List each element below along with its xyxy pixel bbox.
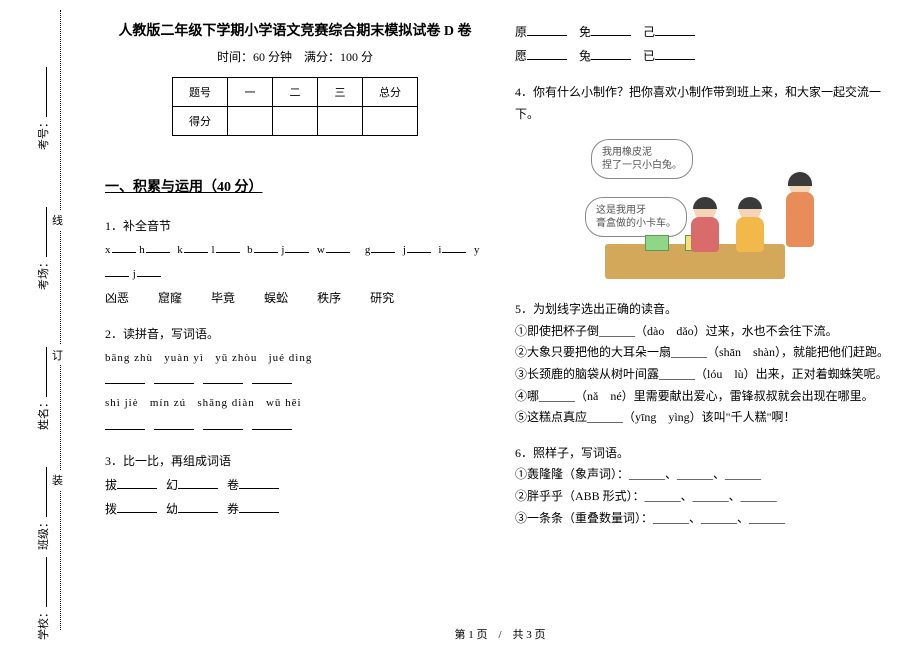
gutter-room: 考场： <box>35 207 51 290</box>
q3-row2: 拨 幼 券 <box>105 497 485 521</box>
exam-title: 人教版二年级下学期小学语文竞赛综合期末模拟试卷 D 卷 <box>105 20 485 40</box>
gutter-class: 班级： <box>35 467 51 550</box>
gutter-char-zhuang: 装 <box>52 470 63 490</box>
table-row: 题号 一 二 三 总分 <box>173 78 418 107</box>
left-column: 人教版二年级下学期小学语文竞赛综合期末模拟试卷 D 卷 时间：60 分钟 满分：… <box>90 0 500 650</box>
q1-pinyin: x h k l b j w g j i y j <box>105 238 485 286</box>
q5-label: 5．为划线字选出正确的读音。 <box>515 299 895 321</box>
gutter-char-xian: 线 <box>52 210 63 230</box>
q3-row1: 拔 幻 卷 <box>105 473 485 497</box>
q2-row1: bāng zhù yuàn yì yǔ zhòu jué dìng <box>105 346 485 370</box>
th-3: 三 <box>318 78 363 107</box>
q1-words: 凶恶 窟窿 毕竟 蜈蚣 秩序 研究 <box>105 286 485 310</box>
score-table: 题号 一 二 三 总分 得分 <box>172 77 418 136</box>
question-1: 1．补全音节 x h k l b j w g j i y j 凶恶 窟窿 毕竟 <box>105 216 485 310</box>
q1-label: 1．补全音节 <box>105 216 485 238</box>
th-label: 题号 <box>173 78 228 107</box>
binding-gutter: 考号： 线 考场： 订 姓名： 装 班级： 学校： <box>0 0 80 650</box>
gutter-exam-no: 考号： <box>35 67 51 150</box>
question-5: 5．为划线字选出正确的读音。 ①即使把杯子倒______（dào dǎo）过来，… <box>515 299 895 429</box>
row-label: 得分 <box>173 107 228 136</box>
q2-blanks2 <box>105 416 485 438</box>
q6-item-1: ①轰隆隆（象声词）：______、______、______ <box>515 464 895 486</box>
dotted-line <box>60 10 61 630</box>
page-content: 人教版二年级下学期小学语文竞赛综合期末模拟试卷 D 卷 时间：60 分钟 满分：… <box>90 0 910 650</box>
th-1: 一 <box>228 78 273 107</box>
q6-label: 6．照样子，写词语。 <box>515 443 895 465</box>
th-total: 总分 <box>363 78 418 107</box>
gutter-char-ding: 订 <box>52 345 63 365</box>
student-1 <box>685 199 725 259</box>
right-column: 原 免 己 愿 兔 已 4．你有什么小制作？把你喜欢小制作带到班上来，和大家一起… <box>500 0 910 650</box>
q2-blanks1 <box>105 370 485 392</box>
q5-item-3: ③长颈鹿的脑袋从树叶间露______（lóu lù）出来，正对着蜘蛛笑呢。 <box>515 364 895 386</box>
section-1-header: 一、积累与运用（40 分） <box>105 176 485 196</box>
right-top-words: 原 免 己 愿 兔 已 <box>515 20 895 68</box>
student-2 <box>730 199 770 259</box>
q5-item-5: ⑤这糕点真应______（yīng yìng）该叫"千人糕"啊！ <box>515 407 895 429</box>
q5-item-4: ④哪______（nǎ né）里需要献出爱心，雷锋叔叔就会出现在哪里。 <box>515 386 895 408</box>
question-6: 6．照样子，写词语。 ①轰隆隆（象声词）：______、______、_____… <box>515 443 895 529</box>
q5-item-2: ②大象只要把他的大耳朵一扇______（shān shàn），就能把他们赶跑。 <box>515 342 895 364</box>
table-row: 得分 <box>173 107 418 136</box>
th-2: 二 <box>273 78 318 107</box>
gutter-school: 学校： <box>35 557 51 640</box>
q2-row2: shì jiè mín zú shāng diàn wū hēi <box>105 391 485 415</box>
q5-item-1: ①即使把杯子倒______（dào dǎo）过来，水也不会往下流。 <box>515 321 895 343</box>
question-3: 3．比一比，再组成词语 拔 幻 卷 拨 幼 券 <box>105 451 485 521</box>
q3-label: 3．比一比，再组成词语 <box>105 451 485 473</box>
page-footer: 第 1 页 / 共 3 页 <box>454 626 545 642</box>
book-shape <box>645 235 669 251</box>
q2-label: 2．读拼音，写词语。 <box>105 324 485 346</box>
question-2: 2．读拼音，写词语。 bāng zhù yuàn yì yǔ zhòu jué … <box>105 324 485 437</box>
illustration: 我用橡皮泥捏了一只小白兔。 这是我用牙膏盒做的小卡车。 <box>585 139 825 289</box>
speech-bubble-1: 我用橡皮泥捏了一只小白兔。 <box>591 139 693 179</box>
exam-subtitle: 时间：60 分钟 满分：100 分 <box>105 48 485 65</box>
q6-item-3: ③一条条（重叠数量词）：______、______、______ <box>515 508 895 530</box>
speech-bubble-2: 这是我用牙膏盒做的小卡车。 <box>585 197 687 237</box>
gutter-name: 姓名： <box>35 347 51 430</box>
teacher <box>780 174 820 234</box>
question-4: 4．你有什么小制作？把你喜欢小制作带到班上来，和大家一起交流一下。 <box>515 82 895 125</box>
q6-item-2: ②胖乎乎（ABB 形式）：______、______、______ <box>515 486 895 508</box>
